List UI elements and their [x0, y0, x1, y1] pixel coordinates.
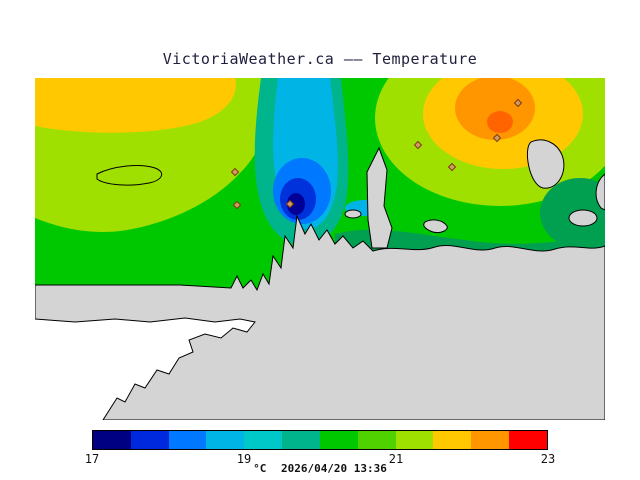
temperature-map — [35, 78, 605, 420]
colorbar-segment — [471, 431, 510, 449]
colorbar-segment — [206, 431, 245, 449]
landmass — [35, 214, 605, 420]
colorbar-segment — [357, 431, 396, 449]
colorbar-segment — [282, 431, 320, 449]
unit-label: °C — [253, 462, 267, 475]
timestamp-label: 2026/04/20 13:36 — [280, 462, 387, 475]
colorbar — [92, 430, 548, 450]
map-area — [35, 78, 605, 420]
colorbar-segment — [130, 431, 169, 449]
colorbar-ticks: 17 19 21 23 — [85, 452, 555, 466]
island-east-2 — [568, 209, 598, 227]
station-marker — [513, 98, 523, 108]
station-marker — [232, 200, 242, 210]
station-marker — [285, 199, 295, 209]
colorbar-segment — [395, 431, 434, 449]
colorbar-segment — [168, 431, 207, 449]
island-east-1 — [527, 139, 565, 189]
colorbar-tick-label: 19 — [236, 452, 252, 466]
coastline-island-west — [96, 165, 163, 186]
map-outside-region — [35, 318, 255, 420]
station-marker — [492, 133, 502, 143]
station-marker — [447, 162, 457, 172]
contour-band-gold-left — [35, 78, 236, 133]
colorbar-segment — [433, 431, 472, 449]
island-edge-sliver — [595, 173, 605, 211]
station-marker — [230, 167, 240, 177]
station-markers — [230, 98, 523, 210]
station-marker — [413, 140, 423, 150]
contour-band-orange — [455, 78, 535, 140]
colorbar-tick-label: 21 — [388, 452, 404, 466]
contour-band-navy-core — [287, 193, 305, 215]
page-title: VictoriaWeather.ca —— Temperature — [162, 50, 478, 68]
inlet-peninsula — [366, 146, 393, 249]
colorbar-segment — [244, 431, 283, 449]
island-small-2 — [423, 219, 448, 233]
colorbar-segment — [319, 431, 358, 449]
map-footer: °C 2026/04/20 13:36 — [0, 462, 640, 475]
island-small-1 — [344, 209, 362, 219]
colorbar-segment — [93, 431, 131, 449]
contour-band-deep-orange — [487, 111, 513, 133]
colorbar-tick-label: 23 — [540, 452, 556, 466]
colorbar-segment — [509, 431, 547, 449]
colorbar-tick-label: 17 — [84, 452, 100, 466]
